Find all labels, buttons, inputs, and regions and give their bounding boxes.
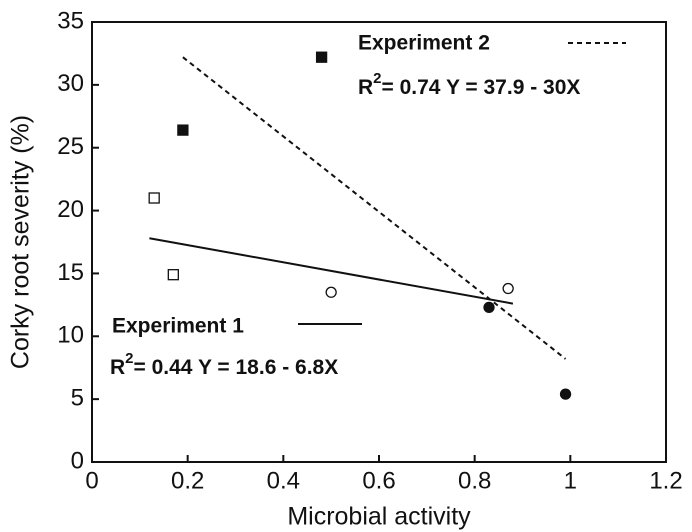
point — [177, 124, 189, 136]
fit-line — [149, 237, 514, 305]
y-tick-label: 35 — [57, 7, 84, 34]
r-label: R — [110, 356, 125, 379]
x-tick-label: 0 — [85, 467, 98, 494]
legend-label: Experiment 1 — [112, 315, 244, 338]
x-axis-title: Microbial activity — [287, 503, 471, 531]
equation: R2= 0.74 Y = 37.9 - 30X — [358, 70, 580, 99]
point — [325, 286, 337, 298]
equation-text: = 0.74 Y = 37.9 - 30X — [382, 76, 581, 99]
y-tick-label: 5 — [71, 384, 84, 411]
point — [148, 192, 160, 204]
equation: R2= 0.44 Y = 18.6 - 6.8X — [110, 350, 338, 379]
y-tick-label: 30 — [57, 70, 84, 97]
y-axis-title: Corky root severity (%) — [7, 115, 35, 369]
r-sup: 2 — [373, 70, 381, 87]
x-tick-label: 0.2 — [171, 467, 204, 494]
point — [502, 282, 514, 295]
fit-line — [182, 56, 567, 360]
point — [559, 388, 572, 400]
y-tick-label: 0 — [71, 447, 84, 474]
x-tick-label: 0.6 — [362, 467, 395, 494]
x-tick-label: 0.8 — [458, 467, 491, 494]
y-tick-label: 25 — [57, 133, 84, 160]
legend-label: Experiment 2 — [358, 32, 490, 55]
x-tick-label: 1.2 — [649, 467, 682, 494]
r-sup: 2 — [125, 350, 133, 367]
point — [483, 301, 495, 314]
equation-text: = 0.44 Y = 18.6 - 6.8X — [134, 356, 339, 379]
y-tick-label: 15 — [57, 259, 84, 286]
x-tick-label: 1 — [564, 467, 577, 494]
y-tick-label: 10 — [57, 322, 84, 349]
y-tick-label: 20 — [57, 196, 84, 223]
r-label: R — [358, 76, 373, 99]
point — [315, 51, 328, 63]
x-tick-label: 0.4 — [267, 467, 300, 494]
point — [167, 269, 179, 281]
